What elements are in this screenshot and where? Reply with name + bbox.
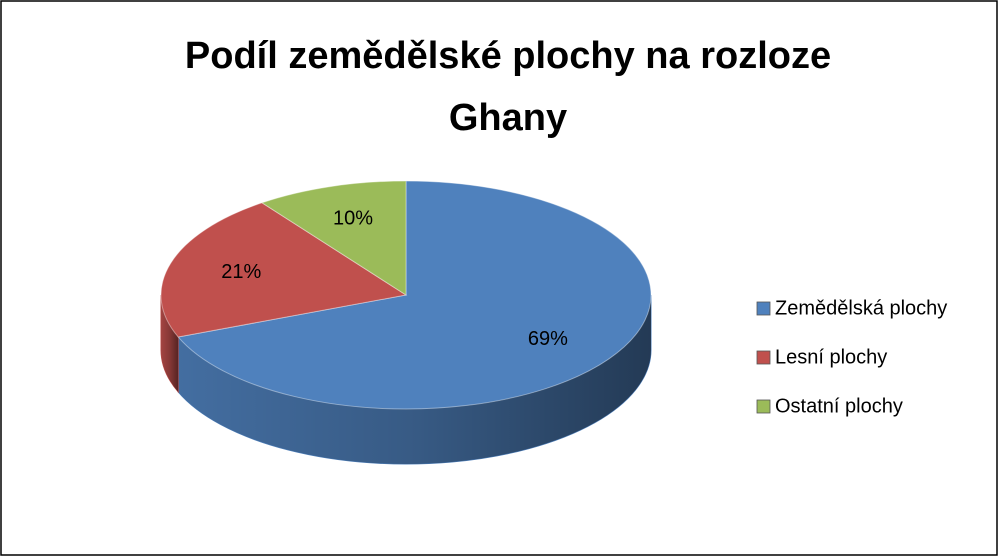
legend-swatch — [756, 350, 771, 365]
data-label: 69% — [528, 328, 568, 350]
data-label: 10% — [333, 207, 373, 229]
pie-side-shade — [178, 295, 651, 464]
pie-slice — [260, 180, 407, 296]
pie-slice — [177, 180, 652, 410]
chart-title: Podíl zemědělské plochy na rozloze Ghany — [185, 35, 831, 139]
pie-slice — [160, 202, 408, 338]
legend-label: Ostatní plochy — [775, 395, 903, 417]
legend-label: Lesní plochy — [775, 346, 887, 368]
legend-swatch — [756, 301, 771, 316]
legend-label: Zemědělská plochy — [775, 297, 947, 319]
pie-side-shade — [161, 295, 179, 392]
data-label: 21% — [221, 261, 261, 283]
legend-swatch — [756, 399, 771, 414]
